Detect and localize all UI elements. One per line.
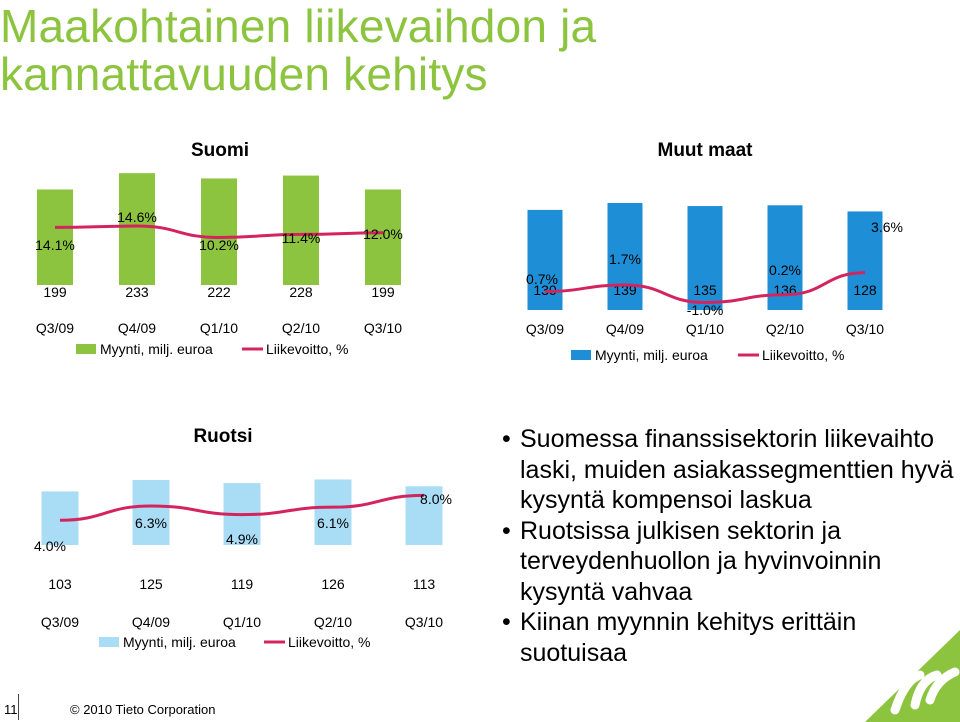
line-value-label: 0.7%	[526, 271, 558, 287]
bullet-item: Suomessa finanssisektorin liikevaihto la…	[502, 424, 960, 516]
category-tick-label: Q3/09	[526, 321, 564, 337]
category-tick-label: Q3/09	[36, 320, 74, 336]
category-tick-label: Q3/09	[41, 614, 79, 630]
category-tick-label: Q1/10	[686, 321, 724, 337]
line-value-label: 1.7%	[609, 251, 641, 267]
line-value-label: 6.3%	[135, 515, 167, 531]
bar-value-label: 222	[207, 284, 231, 300]
chart-title: Muut maat	[658, 140, 754, 161]
bar-value-label: 126	[321, 576, 345, 592]
legend-swatch-myynti	[76, 344, 96, 354]
chart-title: Ruotsi	[193, 426, 252, 447]
bar-value-label: 113	[413, 576, 436, 592]
line-value-label: 11.4%	[282, 230, 321, 246]
bar-value-label: 119	[231, 576, 254, 592]
legend-label-myynti: Myynti, milj. euroa	[123, 634, 236, 650]
series-line-liikevoitto	[59, 493, 425, 522]
chart-ruotsi: Ruotsi 103 Q3/09 125 Q4/09 119 Q1/10 126 Q2/10 11…	[34, 426, 452, 650]
line-value-label: 3.6%	[871, 219, 903, 235]
line-value-label: 14.1%	[35, 237, 75, 253]
chart-muut-maat: Muut maat130Q3/09139Q4/09135Q1/10136Q2/1…	[526, 140, 903, 363]
bar	[314, 479, 352, 545]
category-tick-label: Q1/10	[200, 320, 238, 336]
line-value-label: -1.0%	[687, 302, 724, 318]
line-value-label: 0.2%	[769, 262, 801, 278]
bar-value-label: 228	[289, 284, 313, 300]
line-value-label: 6.1%	[317, 515, 349, 531]
bar	[607, 202, 643, 310]
page-title-line-1: Maakohtainen liikevaihdon ja	[0, 0, 597, 52]
bar	[41, 491, 79, 545]
legend-label-liikevoitto: Liikevoitto, %	[266, 341, 348, 357]
legend-label-myynti: Myynti, milj. euroa	[595, 347, 708, 363]
legend-swatch-myynti	[99, 637, 119, 647]
line-value-label: 10.2%	[199, 237, 239, 253]
bar-value-label: 199	[371, 284, 395, 300]
legend-label-myynti: Myynti, milj. euroa	[100, 341, 213, 357]
bar-value-label: 103	[48, 576, 72, 592]
bullet-item: Kiinan myynnin kehitys erittäin suotuisa…	[502, 607, 960, 668]
bar	[365, 189, 401, 285]
category-tick-label: Q3/10	[405, 614, 443, 630]
category-tick-label: Q4/09	[118, 320, 156, 336]
bar-value-label: 233	[125, 284, 149, 300]
category-tick-label: Q1/10	[223, 614, 261, 630]
chart-suomi: Suomi 199 Q3/09 233 Q4/09 222 Q1/10 228 Q2/10 199…	[35, 140, 403, 357]
bar-value-label: 199	[43, 284, 67, 300]
bullet-list: Suomessa finanssisektorin liikevaihto la…	[502, 424, 960, 668]
series-line-liikevoitto	[54, 224, 384, 239]
bar	[687, 206, 723, 310]
bar-value-label: 135	[693, 282, 717, 298]
line-value-label: 14.6%	[117, 209, 157, 225]
legend-label-liikevoitto: Liikevoitto, %	[288, 634, 370, 650]
tieto-logo-icon	[865, 630, 960, 722]
legend-label-liikevoitto: Liikevoitto, %	[762, 347, 844, 363]
category-tick-label: Q3/10	[846, 321, 884, 337]
copyright-text: © 2010 Tieto Corporation	[70, 702, 216, 717]
page-title: Maakohtainen liikevaihdon ja kannattavuu…	[0, 2, 596, 98]
bullet-item: Ruotsissa julkisen sektorin ja terveyden…	[502, 516, 960, 608]
page-number: 11	[4, 702, 18, 717]
line-value-label: 4.9%	[226, 531, 258, 547]
bar	[132, 480, 170, 545]
bar-value-label: 125	[139, 576, 163, 592]
category-tick-label: Q3/10	[364, 320, 402, 336]
category-tick-label: Q4/09	[606, 321, 644, 337]
series-line-liikevoitto	[544, 271, 866, 305]
page-title-line-2: kannattavuuden kehitys	[0, 48, 488, 100]
chart-title: Suomi	[191, 140, 249, 161]
category-tick-label: Q2/10	[766, 321, 804, 337]
legend-swatch-myynti	[571, 350, 591, 360]
bar	[527, 209, 563, 310]
bar	[119, 173, 155, 285]
line-value-label: 12.0%	[363, 226, 403, 242]
bar	[37, 189, 73, 285]
line-value-label: 4.0%	[34, 538, 66, 554]
bar	[283, 175, 319, 285]
line-value-label: 8.0%	[420, 491, 452, 507]
category-tick-label: Q2/10	[314, 614, 352, 630]
bar	[201, 178, 237, 285]
bar	[847, 211, 883, 310]
bar-value-label: 128	[853, 282, 877, 298]
category-tick-label: Q4/09	[132, 614, 170, 630]
category-tick-label: Q2/10	[282, 320, 320, 336]
footer-divider	[18, 694, 19, 720]
